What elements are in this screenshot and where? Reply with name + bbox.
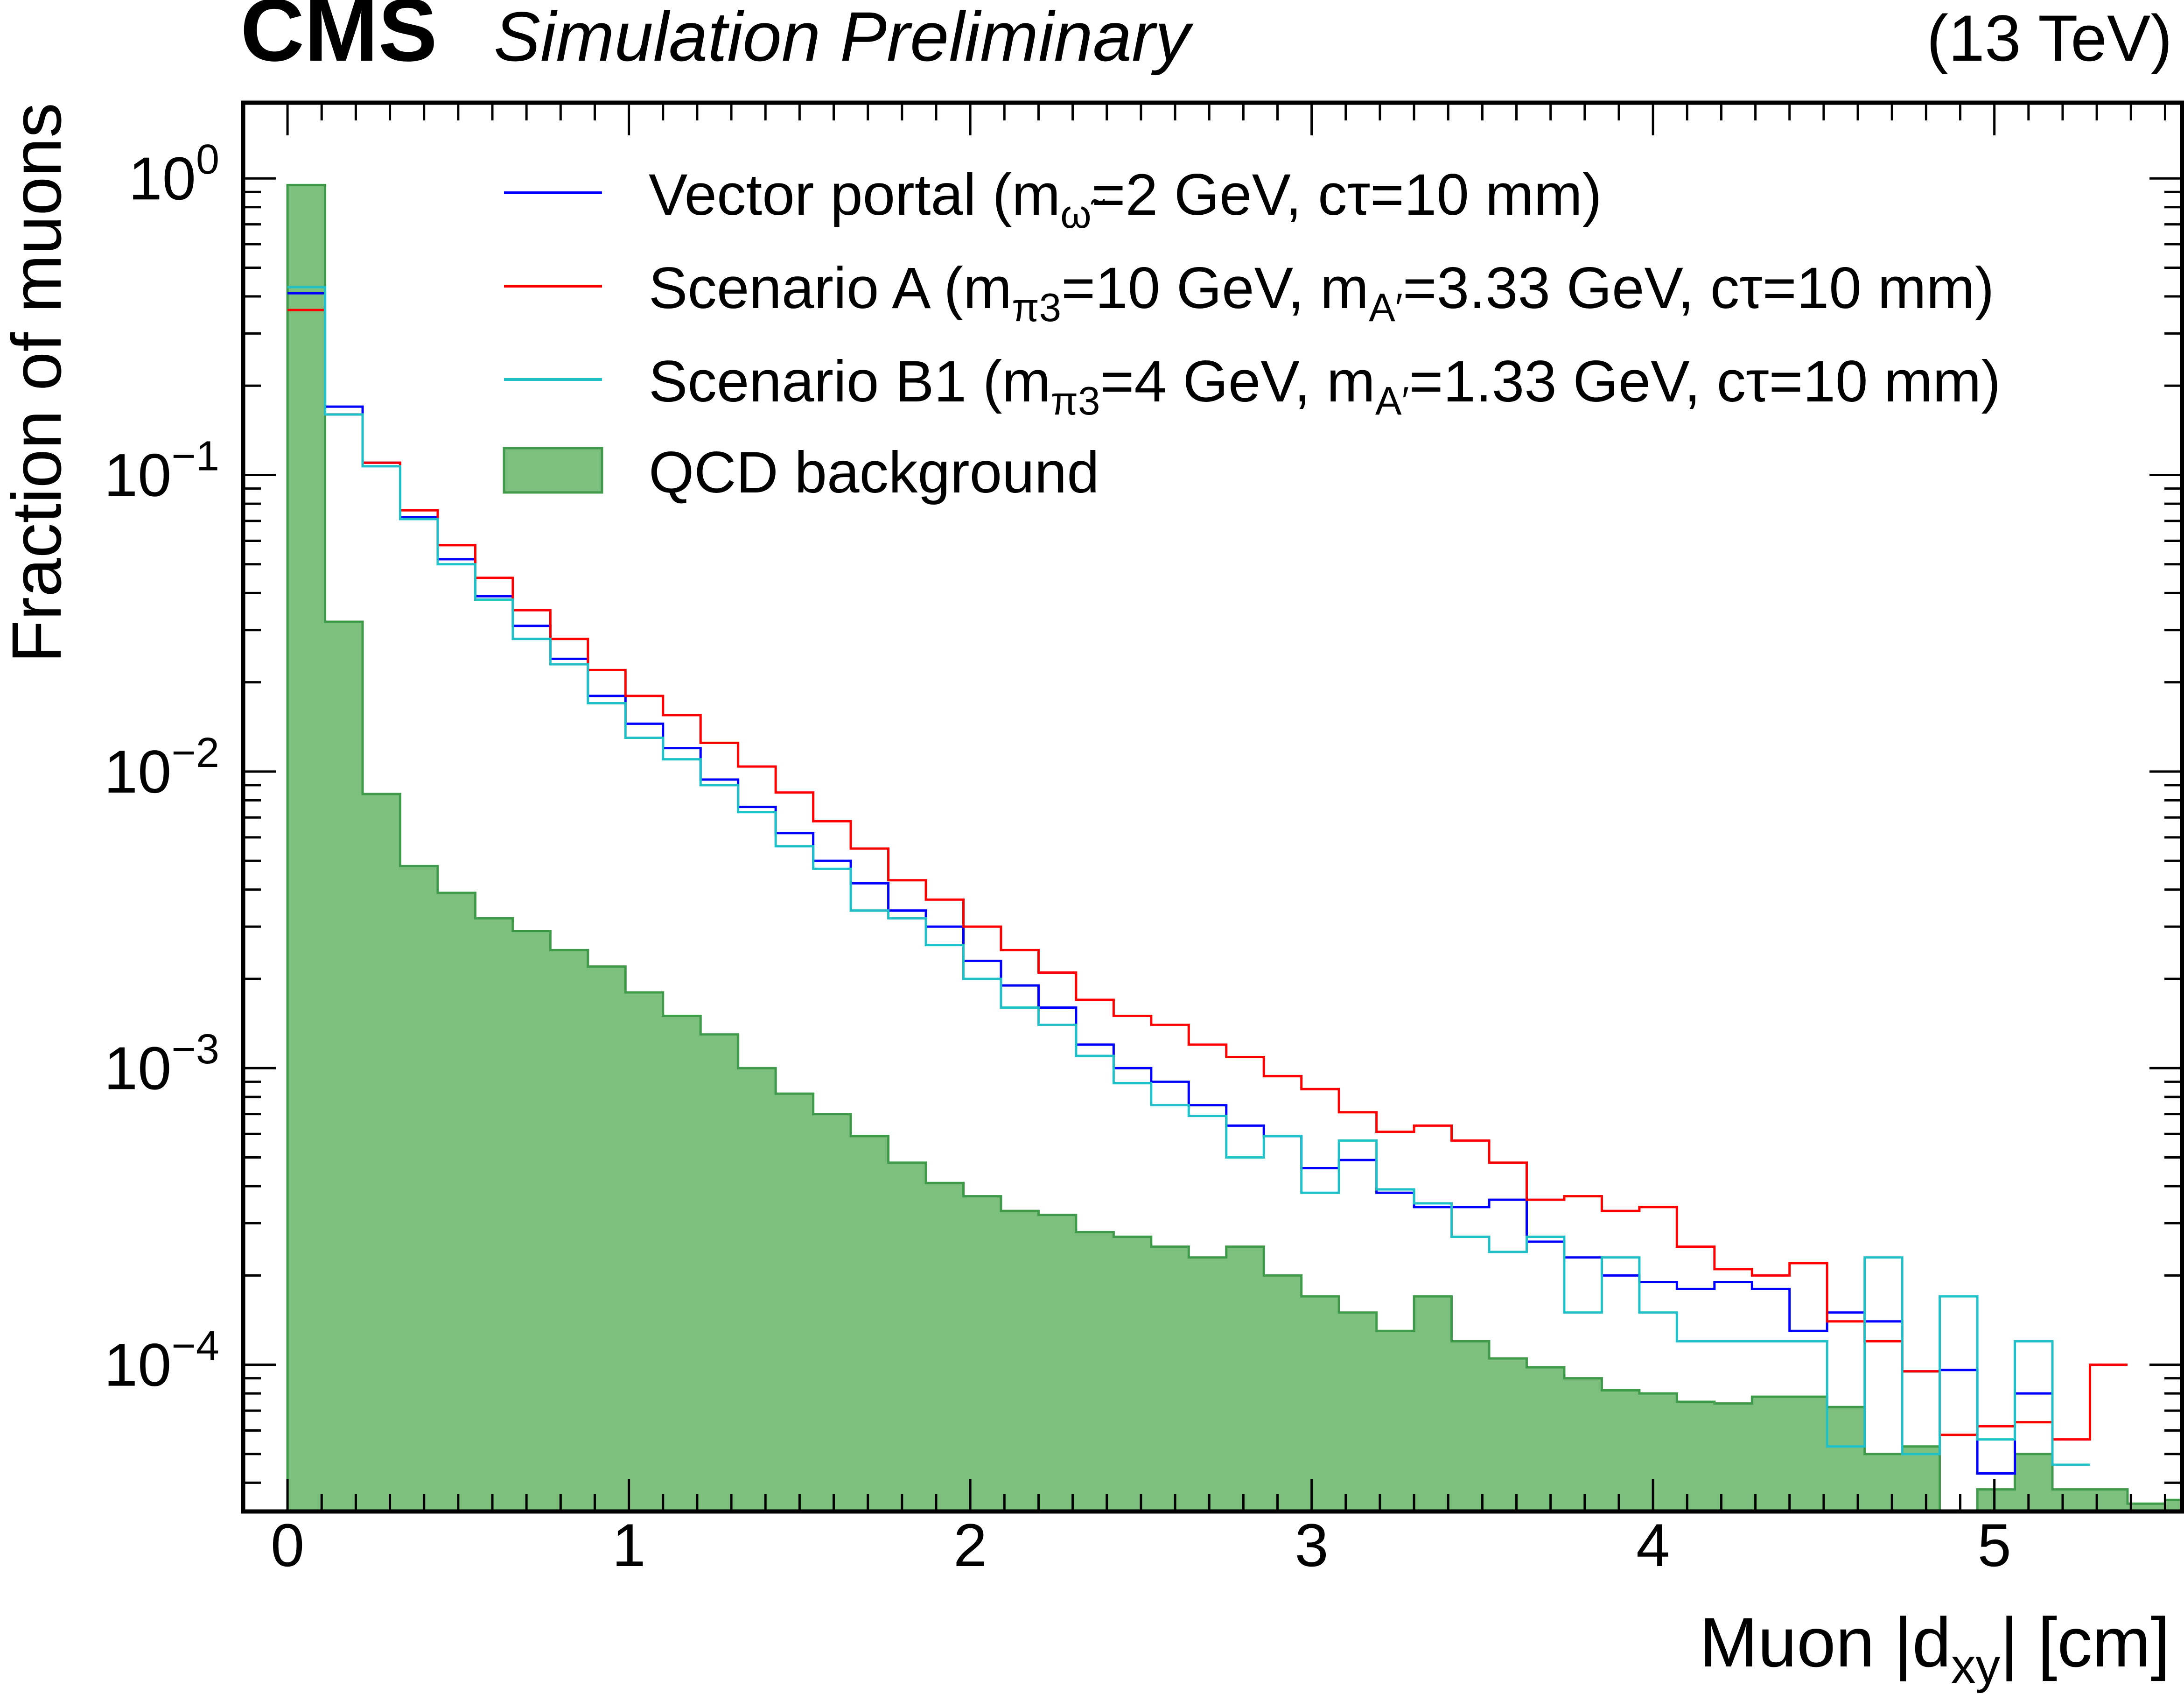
legend-label-scenario-a: Scenario A (mπ3=10 GeV, mA′=3.33 GeV, cτ… [649, 256, 1994, 330]
series-scenario-a-m-line [287, 309, 2128, 1441]
plot-frame [241, 100, 2184, 1514]
y-tick-label: 10−3 [104, 1026, 219, 1102]
energy-label: (13 TeV) [1926, 1, 2172, 75]
y-tick-label: 10−4 [104, 1323, 219, 1399]
x-axis-label: Muon |dxy| [cm] [1700, 1603, 2170, 1694]
y-tick-labels: 100 10−1 10−2 10−3 10−4 [104, 136, 219, 1399]
y-tick-label: 100 [128, 136, 219, 212]
series-qcd-background-area [286, 183, 2182, 1511]
legend-item-scenario-a: Scenario A (mπ3=10 GeV, mA′=3.33 GeV, cτ… [504, 256, 1994, 330]
x-tick-label: 1 [612, 1511, 645, 1579]
x-tick-labels: 0 1 2 3 4 5 [271, 1511, 2011, 1579]
plot-area [286, 183, 2182, 1511]
y-tick-label: 10−1 [104, 433, 219, 509]
x-tick-label: 2 [953, 1511, 987, 1579]
x-tick-label: 5 [1978, 1511, 2011, 1579]
legend: Vector portal (mω̃=2 GeV, cτ=10 mm) Scen… [503, 162, 2001, 505]
y-axis-label: Fraction of muons [0, 103, 76, 663]
axis-ticks [243, 103, 2182, 1511]
x-tick-label: 4 [1636, 1511, 1670, 1579]
x-tick-label: 0 [271, 1511, 304, 1579]
simulation-preliminary-label: Simulation Preliminary [494, 0, 1194, 76]
legend-swatch-qcd-background [503, 447, 603, 494]
y-tick-label: 10−2 [104, 730, 219, 806]
legend-label-scenario-b1: Scenario B1 (mπ3=4 GeV, mA′=1.33 GeV, cτ… [649, 349, 2001, 423]
legend-label-qcd-background: QCD background [649, 440, 1099, 505]
x-tick-label: 3 [1295, 1511, 1328, 1579]
legend-label-vector-portal: Vector portal (mω̃=2 GeV, cτ=10 mm) [649, 162, 1602, 237]
legend-item-vector-portal: Vector portal (mω̃=2 GeV, cτ=10 mm) [504, 162, 1602, 237]
series-scenario-b1-m-line [287, 286, 2090, 1466]
cms-label: CMS [240, 0, 437, 80]
legend-item-scenario-b1: Scenario B1 (mπ3=4 GeV, mA′=1.33 GeV, cτ… [504, 349, 2001, 423]
legend-item-qcd-background: QCD background [503, 440, 1099, 505]
